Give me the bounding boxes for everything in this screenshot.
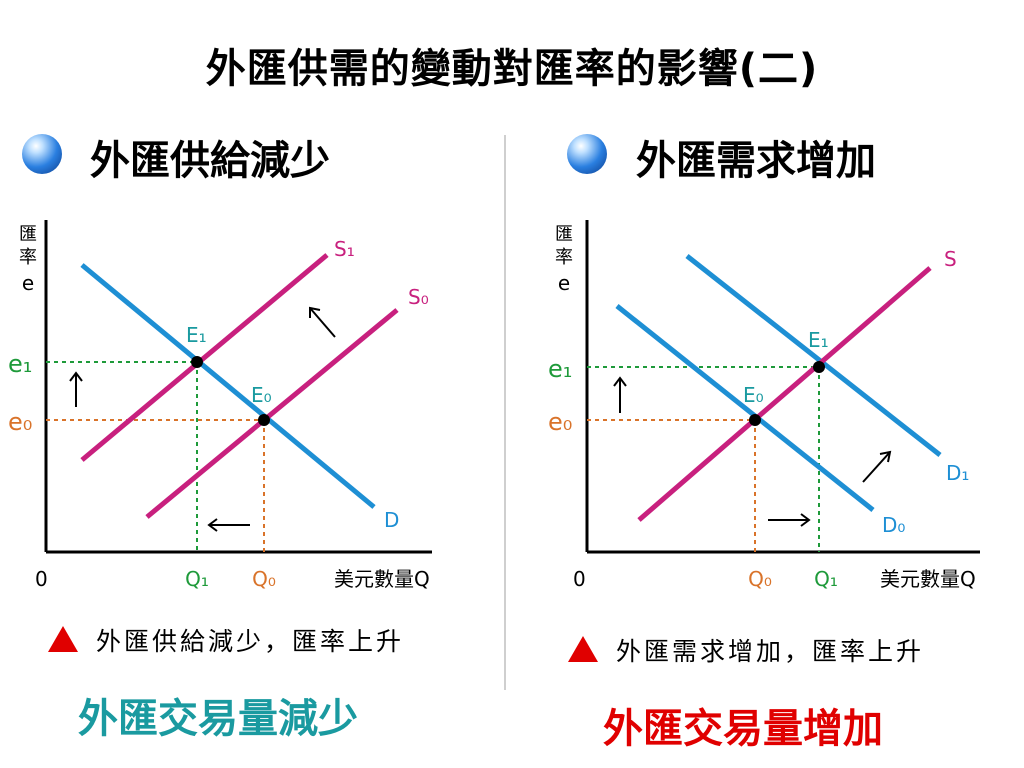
right-origin: 0 — [573, 567, 586, 591]
left-point-e0 — [258, 414, 270, 426]
left-tick-q0: Q₀ — [252, 567, 276, 591]
left-shift-arrow-upleft — [309, 306, 336, 338]
right-tick-q1: Q₁ — [814, 567, 838, 591]
right-label-s: S — [944, 247, 957, 271]
right-demand-d0-curve — [615, 304, 875, 512]
right-demand-increase-diagram: 匯 率 e S D₁ D₀ E₁ E₀ e₁ e₀ 0 Q₀ Q₁ 美元數量Q — [548, 220, 980, 591]
right-y-label-3: e — [558, 271, 570, 295]
right-quantity-right-arrow — [768, 513, 811, 527]
page-title: 外匯供需的變動對匯率的影響(二) — [205, 46, 819, 92]
left-tick-e0: e₀ — [8, 408, 32, 436]
right-shift-arrow-upright — [862, 450, 892, 483]
right-price-up-arrow — [613, 376, 627, 413]
right-y-label-2: 率 — [555, 247, 573, 268]
right-label-point-e1: E₁ — [808, 328, 829, 352]
left-tick-q1: Q₁ — [185, 567, 209, 591]
red-triangle-icon — [48, 626, 78, 652]
left-note-text: 外匯供給減少，匯率上升 — [96, 627, 405, 656]
right-supply-curve — [637, 266, 932, 522]
center-divider — [504, 135, 506, 690]
right-demand-d1-curve — [685, 254, 942, 457]
left-note: 外匯供給減少，匯率上升 — [48, 622, 404, 658]
left-y-label-3: e — [22, 271, 34, 295]
left-y-label-2: 率 — [19, 247, 37, 268]
left-x-axis-label: 美元數量Q — [334, 567, 430, 591]
left-supply-s1-curve — [80, 253, 329, 462]
right-note: 外匯需求增加，匯率上升 — [568, 632, 924, 668]
right-label-point-e0: E₀ — [743, 383, 764, 407]
left-demand-curve — [80, 263, 376, 509]
left-supply-decrease-diagram: 匯 率 e S₁ S₀ D E₁ E₀ e₁ e₀ 0 Q₁ Q₀ 美元數量Q — [8, 220, 432, 591]
left-label-s1: S₁ — [334, 237, 355, 261]
right-label-d1: D₁ — [946, 461, 969, 485]
blue-sphere-icon — [567, 134, 607, 174]
right-x-axis-label: 美元數量Q — [880, 567, 976, 591]
blue-sphere-icon — [22, 134, 62, 174]
right-y-label-1: 匯 — [555, 224, 573, 245]
right-point-e1 — [813, 361, 825, 373]
right-point-e0 — [749, 414, 761, 426]
right-tick-q0: Q₀ — [748, 567, 772, 591]
right-result: 外匯交易量增加 — [603, 706, 883, 752]
left-result: 外匯交易量減少 — [78, 696, 358, 742]
left-label-point-e1: E₁ — [186, 323, 207, 347]
left-point-e1 — [191, 356, 203, 368]
red-triangle-icon — [568, 636, 598, 662]
left-label-point-e0: E₀ — [251, 383, 272, 407]
right-label-d0: D₀ — [882, 513, 905, 537]
right-tick-e0: e₀ — [548, 408, 572, 436]
left-label-d: D — [384, 508, 399, 532]
left-origin: 0 — [35, 567, 48, 591]
right-tick-e1: e₁ — [548, 355, 572, 383]
left-price-up-arrow — [69, 371, 83, 407]
left-tick-e1: e₁ — [8, 350, 32, 378]
left-quantity-left-arrow — [207, 518, 250, 532]
left-y-label-1: 匯 — [19, 224, 37, 245]
right-heading: 外匯需求增加 — [636, 138, 876, 184]
left-label-s0: S₀ — [408, 285, 429, 309]
left-heading: 外匯供給減少 — [90, 138, 330, 184]
left-supply-s0-curve — [145, 308, 399, 519]
right-note-text: 外匯需求增加，匯率上升 — [616, 637, 925, 666]
